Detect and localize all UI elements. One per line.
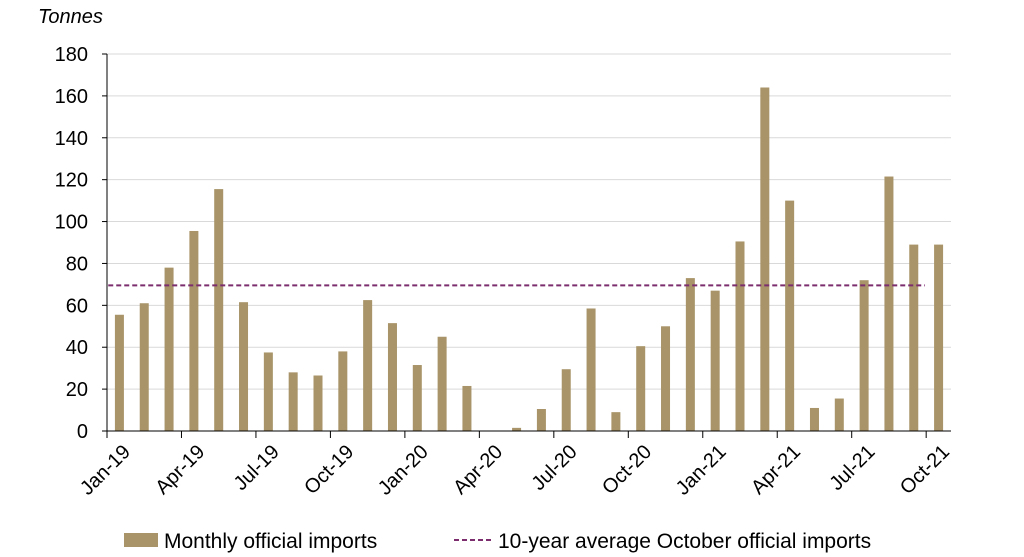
y-tick-label-40: 40 <box>66 337 88 359</box>
y-tick-labels: 0 20 40 60 80 100 120 140 160 180 <box>55 44 88 443</box>
x-tick-label-Oct-20: Oct-20 <box>598 441 656 499</box>
bar-Aug-21 <box>884 176 894 431</box>
y-tick-label-140: 140 <box>55 128 88 150</box>
bar-Dec-19 <box>387 323 397 431</box>
bar-Sep-19 <box>313 375 323 431</box>
x-tick-label-Jan-21: Jan-21 <box>672 441 731 500</box>
bar-Oct-19 <box>338 351 348 431</box>
legend: Monthly official imports 10-year average… <box>124 530 871 553</box>
x-tick-label-Jul-19: Jul-19 <box>230 441 284 495</box>
bar-Feb-21 <box>735 241 745 431</box>
gridlines <box>107 53 951 390</box>
bar-Apr-19 <box>189 230 199 431</box>
legend-label-monthly-imports: Monthly official imports <box>164 530 377 553</box>
axes <box>102 53 951 438</box>
bar-Jan-20 <box>412 365 422 431</box>
bar-Jul-20 <box>561 369 571 431</box>
y-tick-label-20: 20 <box>66 379 88 401</box>
x-tick-label-Jan-20: Jan-20 <box>374 441 433 500</box>
y-tick-label-160: 160 <box>55 86 88 108</box>
bar-Sep-20 <box>611 412 621 431</box>
y-tick-label-100: 100 <box>55 212 88 234</box>
x-tick-label-Oct-19: Oct-19 <box>300 441 358 499</box>
bar-Jun-21 <box>834 398 844 431</box>
bar-Nov-20 <box>661 326 671 431</box>
bar-Jun-19 <box>239 302 249 431</box>
x-tick-label-Jul-21: Jul-21 <box>825 441 879 495</box>
bar-Feb-19 <box>139 303 149 431</box>
bar-Aug-19 <box>288 372 298 431</box>
y-tick-label-0: 0 <box>77 421 88 443</box>
bar-Oct-21 <box>934 244 944 431</box>
y-tick-label-180: 180 <box>55 44 88 66</box>
x-tick-label-Apr-20: Apr-20 <box>449 441 507 499</box>
bar-Jul-19 <box>263 352 273 431</box>
x-tick-label-Apr-19: Apr-19 <box>151 441 209 499</box>
bar-Apr-21 <box>785 200 795 431</box>
y-tick-label-60: 60 <box>66 295 88 317</box>
x-tick-label-Apr-21: Apr-21 <box>747 441 805 499</box>
bars <box>114 87 944 431</box>
x-tick-labels: Jan-19 Apr-19 Jul-19 Oct-19 Jan-20 Apr-20 Jul-… <box>76 441 954 500</box>
bar-Dec-20 <box>685 278 695 431</box>
legend-swatch-monthly-imports <box>124 533 158 547</box>
y-tick-label-120: 120 <box>55 170 88 192</box>
x-tick-label-Jan-19: Jan-19 <box>76 441 135 500</box>
bar-Mar-21 <box>760 87 770 431</box>
bar-Sep-21 <box>909 244 919 431</box>
bar-Feb-20 <box>437 336 447 431</box>
bar-Jun-20 <box>536 409 546 431</box>
x-tick-label-Jul-20: Jul-20 <box>528 441 582 495</box>
bar-Oct-20 <box>636 346 646 431</box>
x-tick-label-Oct-21: Oct-21 <box>896 441 954 499</box>
bar-Nov-19 <box>363 300 373 431</box>
bar-Aug-20 <box>586 308 596 431</box>
bar-Jan-21 <box>710 290 720 431</box>
bar-May-20 <box>512 427 522 431</box>
bar-Jul-21 <box>859 280 869 431</box>
y-axis-unit-label: Tonnes <box>38 6 103 28</box>
bar-Mar-20 <box>462 385 472 431</box>
y-tick-label-80: 80 <box>66 253 88 275</box>
bar-Mar-19 <box>164 267 174 431</box>
legend-label-reference-line: 10-year average October official imports <box>498 530 871 553</box>
bar-May-21 <box>809 407 819 431</box>
bar-May-19 <box>214 189 224 431</box>
bar-Jan-19 <box>114 314 124 431</box>
